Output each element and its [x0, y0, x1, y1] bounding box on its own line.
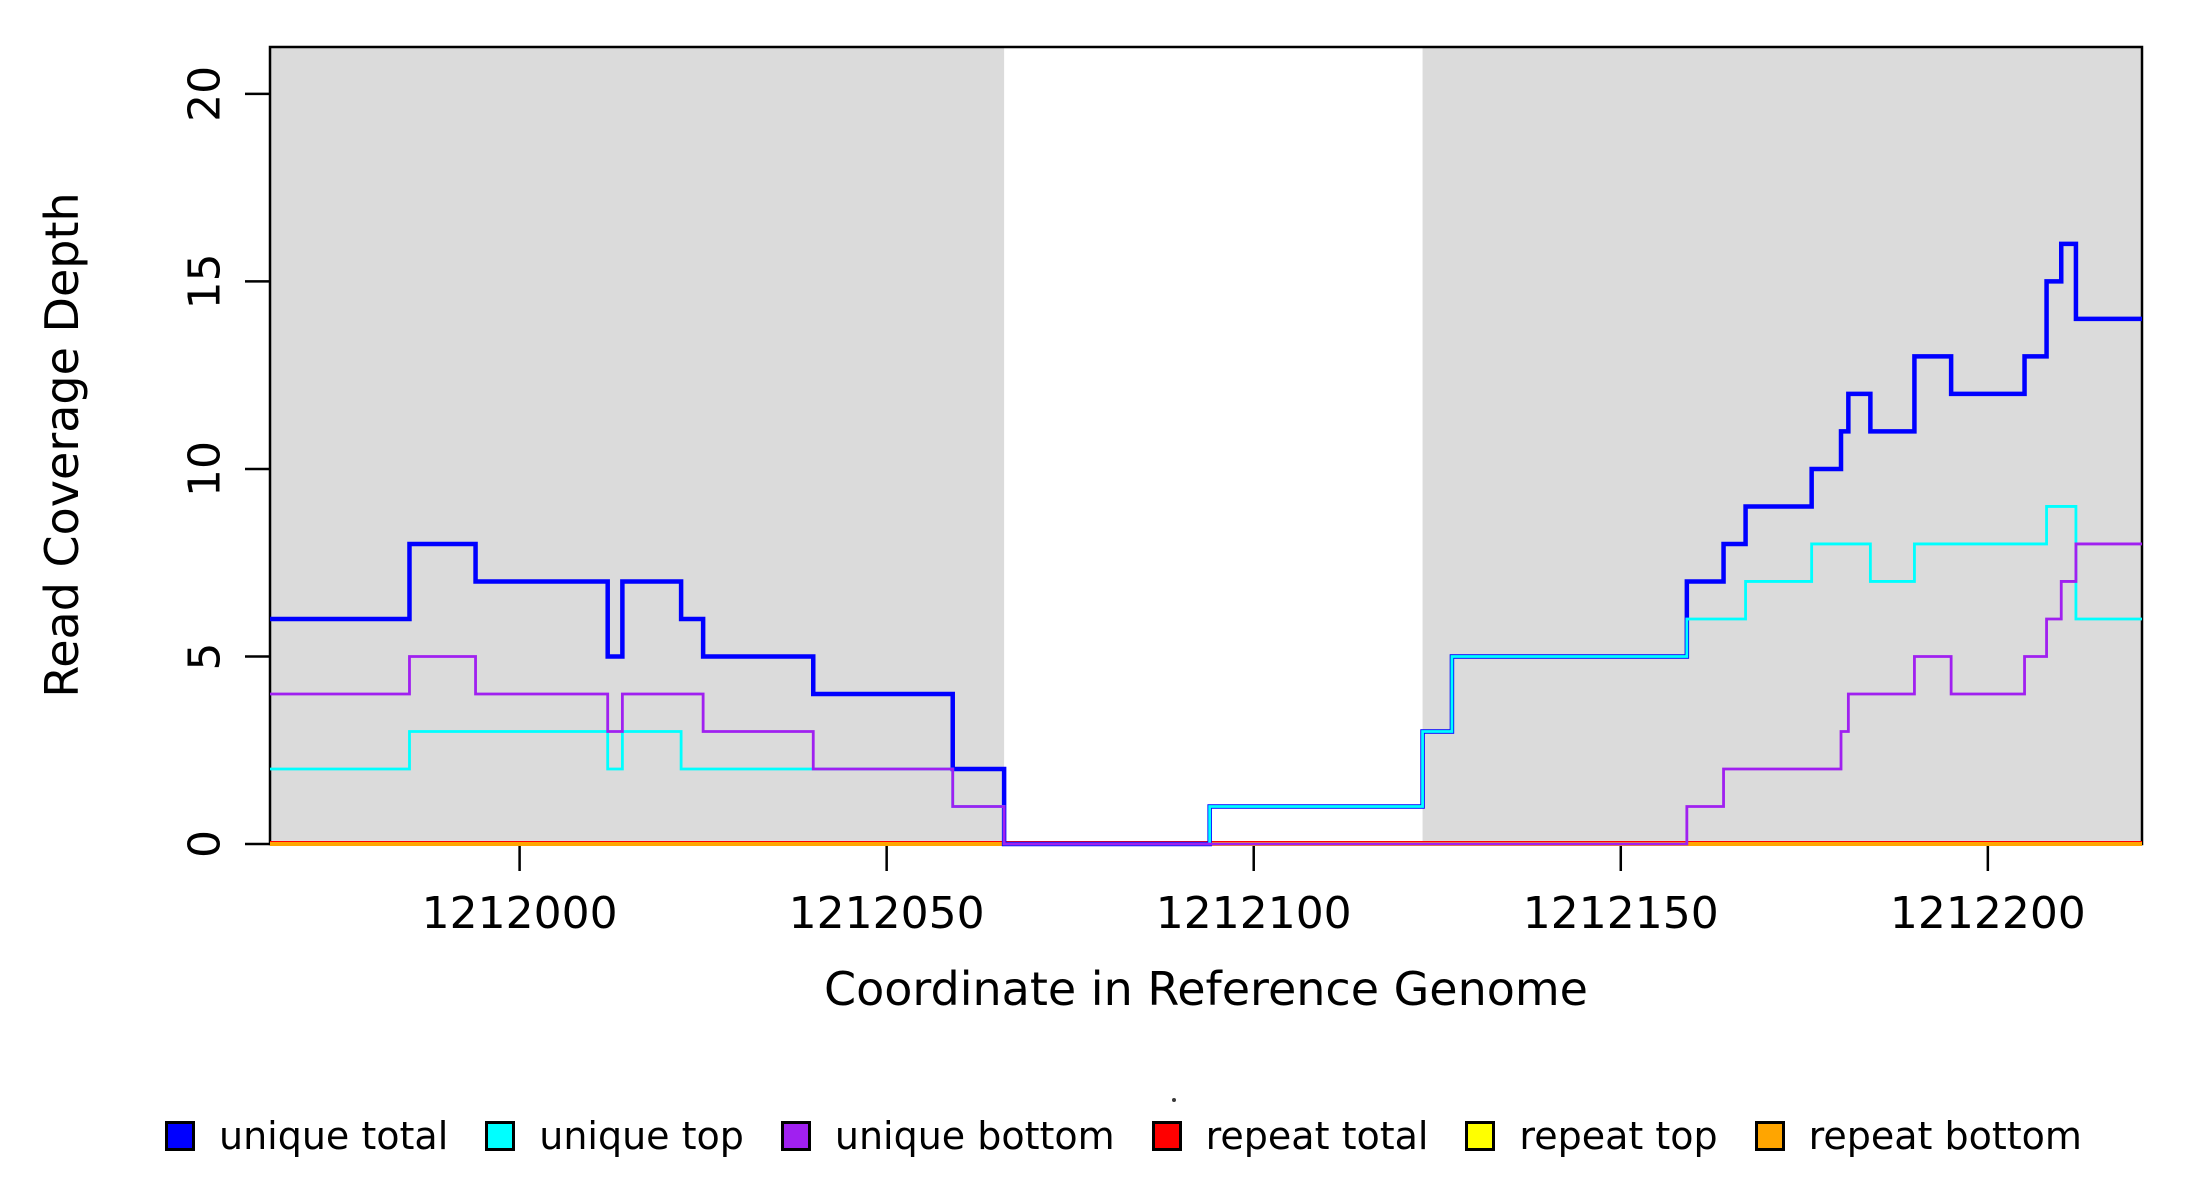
x-axis-title: Coordinate in Reference Genome — [824, 962, 1588, 1016]
series-unique-bottom — [270, 542, 2142, 846]
legend-label: unique bottom — [834, 1114, 1115, 1158]
legend-item-unique-bottom: unique bottom — [780, 1114, 1115, 1158]
x-tick-label: 1212150 — [1523, 888, 1719, 939]
legend-swatch-repeat-total — [1151, 1121, 1182, 1151]
legend-label: repeat bottom — [1808, 1114, 2082, 1158]
legend-swatch-unique-top — [485, 1121, 516, 1151]
legend-swatch-repeat-top — [1465, 1121, 1496, 1151]
legend-swatch-unique-total — [165, 1121, 195, 1151]
legend: unique total unique top unique bottom repea… — [165, 1108, 2082, 1164]
y-tick-label: 20 — [180, 66, 231, 122]
legend-item-repeat-total: repeat total — [1151, 1114, 1429, 1158]
y-tick-label: 5 — [180, 642, 231, 670]
y-tick-label: 0 — [180, 830, 231, 858]
legend-item-unique-top: unique top — [485, 1114, 744, 1158]
legend-label: repeat total — [1205, 1114, 1429, 1158]
legend-label: unique top — [539, 1114, 744, 1158]
y-tick-label: 10 — [180, 441, 231, 497]
series-unique-top — [270, 505, 2142, 846]
legend-item-unique-total: unique total — [165, 1114, 448, 1158]
stray-dot-mark — [1172, 1098, 1176, 1102]
legend-label: repeat top — [1519, 1114, 1718, 1158]
shaded-region — [270, 47, 1005, 844]
x-tick-label: 1212050 — [789, 888, 985, 939]
shaded-region — [1422, 47, 2142, 844]
y-tick-label: 15 — [180, 253, 231, 309]
legend-swatch-repeat-bottom — [1754, 1121, 1785, 1151]
x-tick-label: 1212100 — [1156, 888, 1352, 939]
legend-item-repeat-bottom: repeat bottom — [1754, 1114, 2082, 1158]
x-tick-label: 1212200 — [1890, 888, 2086, 939]
legend-swatch-unique-bottom — [780, 1121, 811, 1151]
legend-item-repeat-top: repeat top — [1465, 1114, 1718, 1158]
y-axis-title: Read Coverage Depth — [35, 192, 89, 698]
x-tick-label: 1212000 — [422, 888, 618, 939]
legend-label: unique total — [219, 1114, 449, 1158]
